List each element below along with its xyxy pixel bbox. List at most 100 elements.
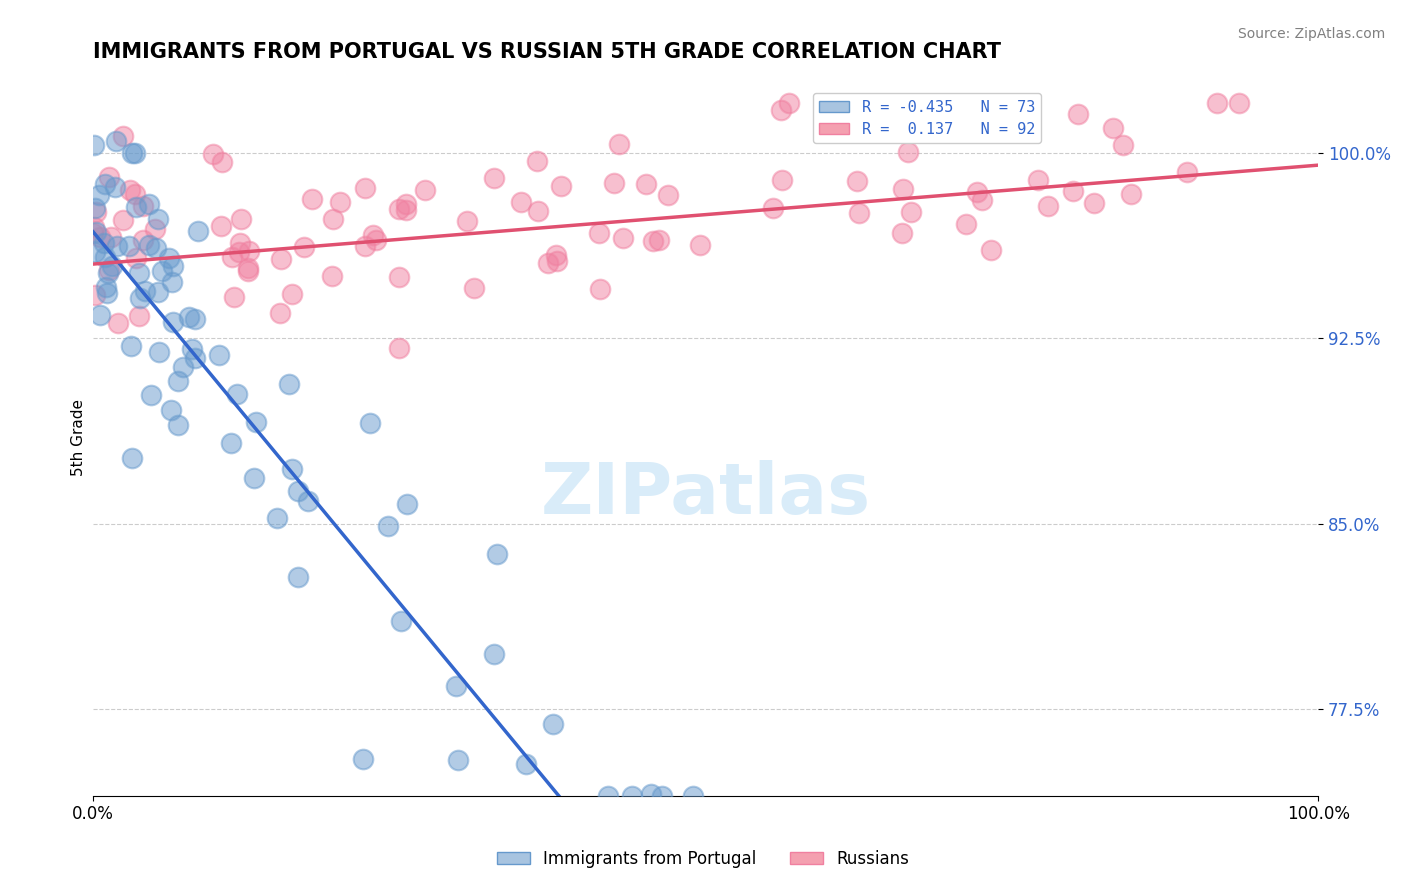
Text: IMMIGRANTS FROM PORTUGAL VS RUSSIAN 5TH GRADE CORRELATION CHART: IMMIGRANTS FROM PORTUGAL VS RUSSIAN 5TH …: [93, 42, 1001, 62]
Russians: [301, 192, 323, 206]
Immigrants from Portugal: [148, 345, 170, 359]
Russians: [354, 239, 377, 253]
Russians: [641, 234, 664, 248]
Russians: [292, 240, 315, 254]
Russians: [228, 245, 250, 260]
Russians: [980, 243, 1002, 257]
Russians: [1038, 199, 1060, 213]
Immigrants from Portugal: [447, 753, 470, 767]
Russians: [329, 194, 352, 209]
Russians: [132, 233, 155, 247]
Immigrants from Portugal: [243, 471, 266, 485]
Russians: [1206, 96, 1229, 111]
Immigrants from Portugal: [515, 757, 537, 772]
Russians: [589, 281, 612, 295]
Russians: [98, 263, 121, 277]
Immigrants from Portugal: [146, 212, 169, 227]
Russians: [657, 188, 679, 202]
Russians: [900, 204, 922, 219]
Russians: [125, 252, 148, 266]
Immigrants from Portugal: [128, 291, 150, 305]
Russians: [236, 261, 259, 276]
Russians: [689, 238, 711, 252]
Russians: [955, 217, 977, 231]
Russians: [387, 269, 409, 284]
Immigrants from Portugal: [124, 146, 146, 161]
Russians: [221, 250, 243, 264]
Immigrants from Portugal: [485, 547, 508, 561]
Immigrants from Portugal: [225, 386, 247, 401]
Immigrants from Portugal: [541, 717, 564, 731]
Immigrants from Portugal: [139, 388, 162, 402]
Immigrants from Portugal: [180, 343, 202, 357]
Russians: [607, 137, 630, 152]
Russians: [890, 227, 912, 241]
Text: Source: ZipAtlas.com: Source: ZipAtlas.com: [1237, 27, 1385, 41]
Immigrants from Portugal: [138, 238, 160, 252]
Legend: R = -0.435   N = 73, R =  0.137   N = 92: R = -0.435 N = 73, R = 0.137 N = 92: [813, 94, 1040, 144]
Russians: [848, 206, 870, 220]
Russians: [238, 244, 260, 259]
Russians: [269, 306, 291, 320]
Immigrants from Portugal: [377, 519, 399, 533]
Immigrants from Portugal: [172, 359, 194, 374]
Russians: [634, 177, 657, 191]
Immigrants from Portugal: [184, 312, 207, 326]
Russians: [526, 153, 548, 168]
Russians: [772, 173, 794, 187]
Immigrants from Portugal: [83, 244, 105, 259]
Russians: [98, 169, 121, 184]
Immigrants from Portugal: [97, 267, 120, 281]
Immigrants from Portugal: [221, 436, 243, 450]
Russians: [364, 233, 387, 247]
Immigrants from Portugal: [444, 680, 467, 694]
Russians: [509, 195, 531, 210]
Russians: [1062, 185, 1084, 199]
Russians: [280, 287, 302, 301]
Immigrants from Portugal: [187, 224, 209, 238]
Immigrants from Portugal: [640, 787, 662, 801]
Immigrants from Portugal: [281, 461, 304, 475]
Russians: [846, 174, 869, 188]
Russians: [762, 201, 785, 215]
Immigrants from Portugal: [83, 201, 105, 215]
Immigrants from Portugal: [89, 309, 111, 323]
Immigrants from Portugal: [146, 285, 169, 299]
Immigrants from Portugal: [177, 310, 200, 325]
Russians: [1066, 107, 1088, 121]
Immigrants from Portugal: [297, 493, 319, 508]
Russians: [83, 288, 105, 302]
Russians: [1083, 195, 1105, 210]
Russians: [891, 182, 914, 196]
Russians: [1102, 120, 1125, 135]
Immigrants from Portugal: [166, 418, 188, 433]
Russians: [546, 254, 568, 268]
Russians: [388, 202, 411, 216]
Russians: [388, 341, 411, 355]
Russians: [1112, 137, 1135, 152]
Russians: [111, 128, 134, 143]
Russians: [482, 171, 505, 186]
Immigrants from Portugal: [89, 187, 111, 202]
Immigrants from Portugal: [278, 377, 301, 392]
Russians: [84, 205, 107, 219]
Russians: [100, 229, 122, 244]
Immigrants from Portugal: [162, 315, 184, 329]
Russians: [537, 256, 560, 270]
Immigrants from Portugal: [121, 145, 143, 160]
Immigrants from Portugal: [94, 177, 117, 191]
Russians: [83, 219, 105, 234]
Immigrants from Portugal: [93, 236, 115, 251]
Russians: [89, 229, 111, 244]
Russians: [550, 178, 572, 193]
Immigrants from Portugal: [166, 374, 188, 388]
Russians: [120, 183, 142, 197]
Russians: [463, 280, 485, 294]
Russians: [1227, 96, 1250, 111]
Russians: [415, 183, 437, 197]
Immigrants from Portugal: [359, 416, 381, 430]
Russians: [1026, 173, 1049, 187]
Russians: [222, 290, 245, 304]
Immigrants from Portugal: [162, 259, 184, 273]
Immigrants from Portugal: [134, 284, 156, 298]
